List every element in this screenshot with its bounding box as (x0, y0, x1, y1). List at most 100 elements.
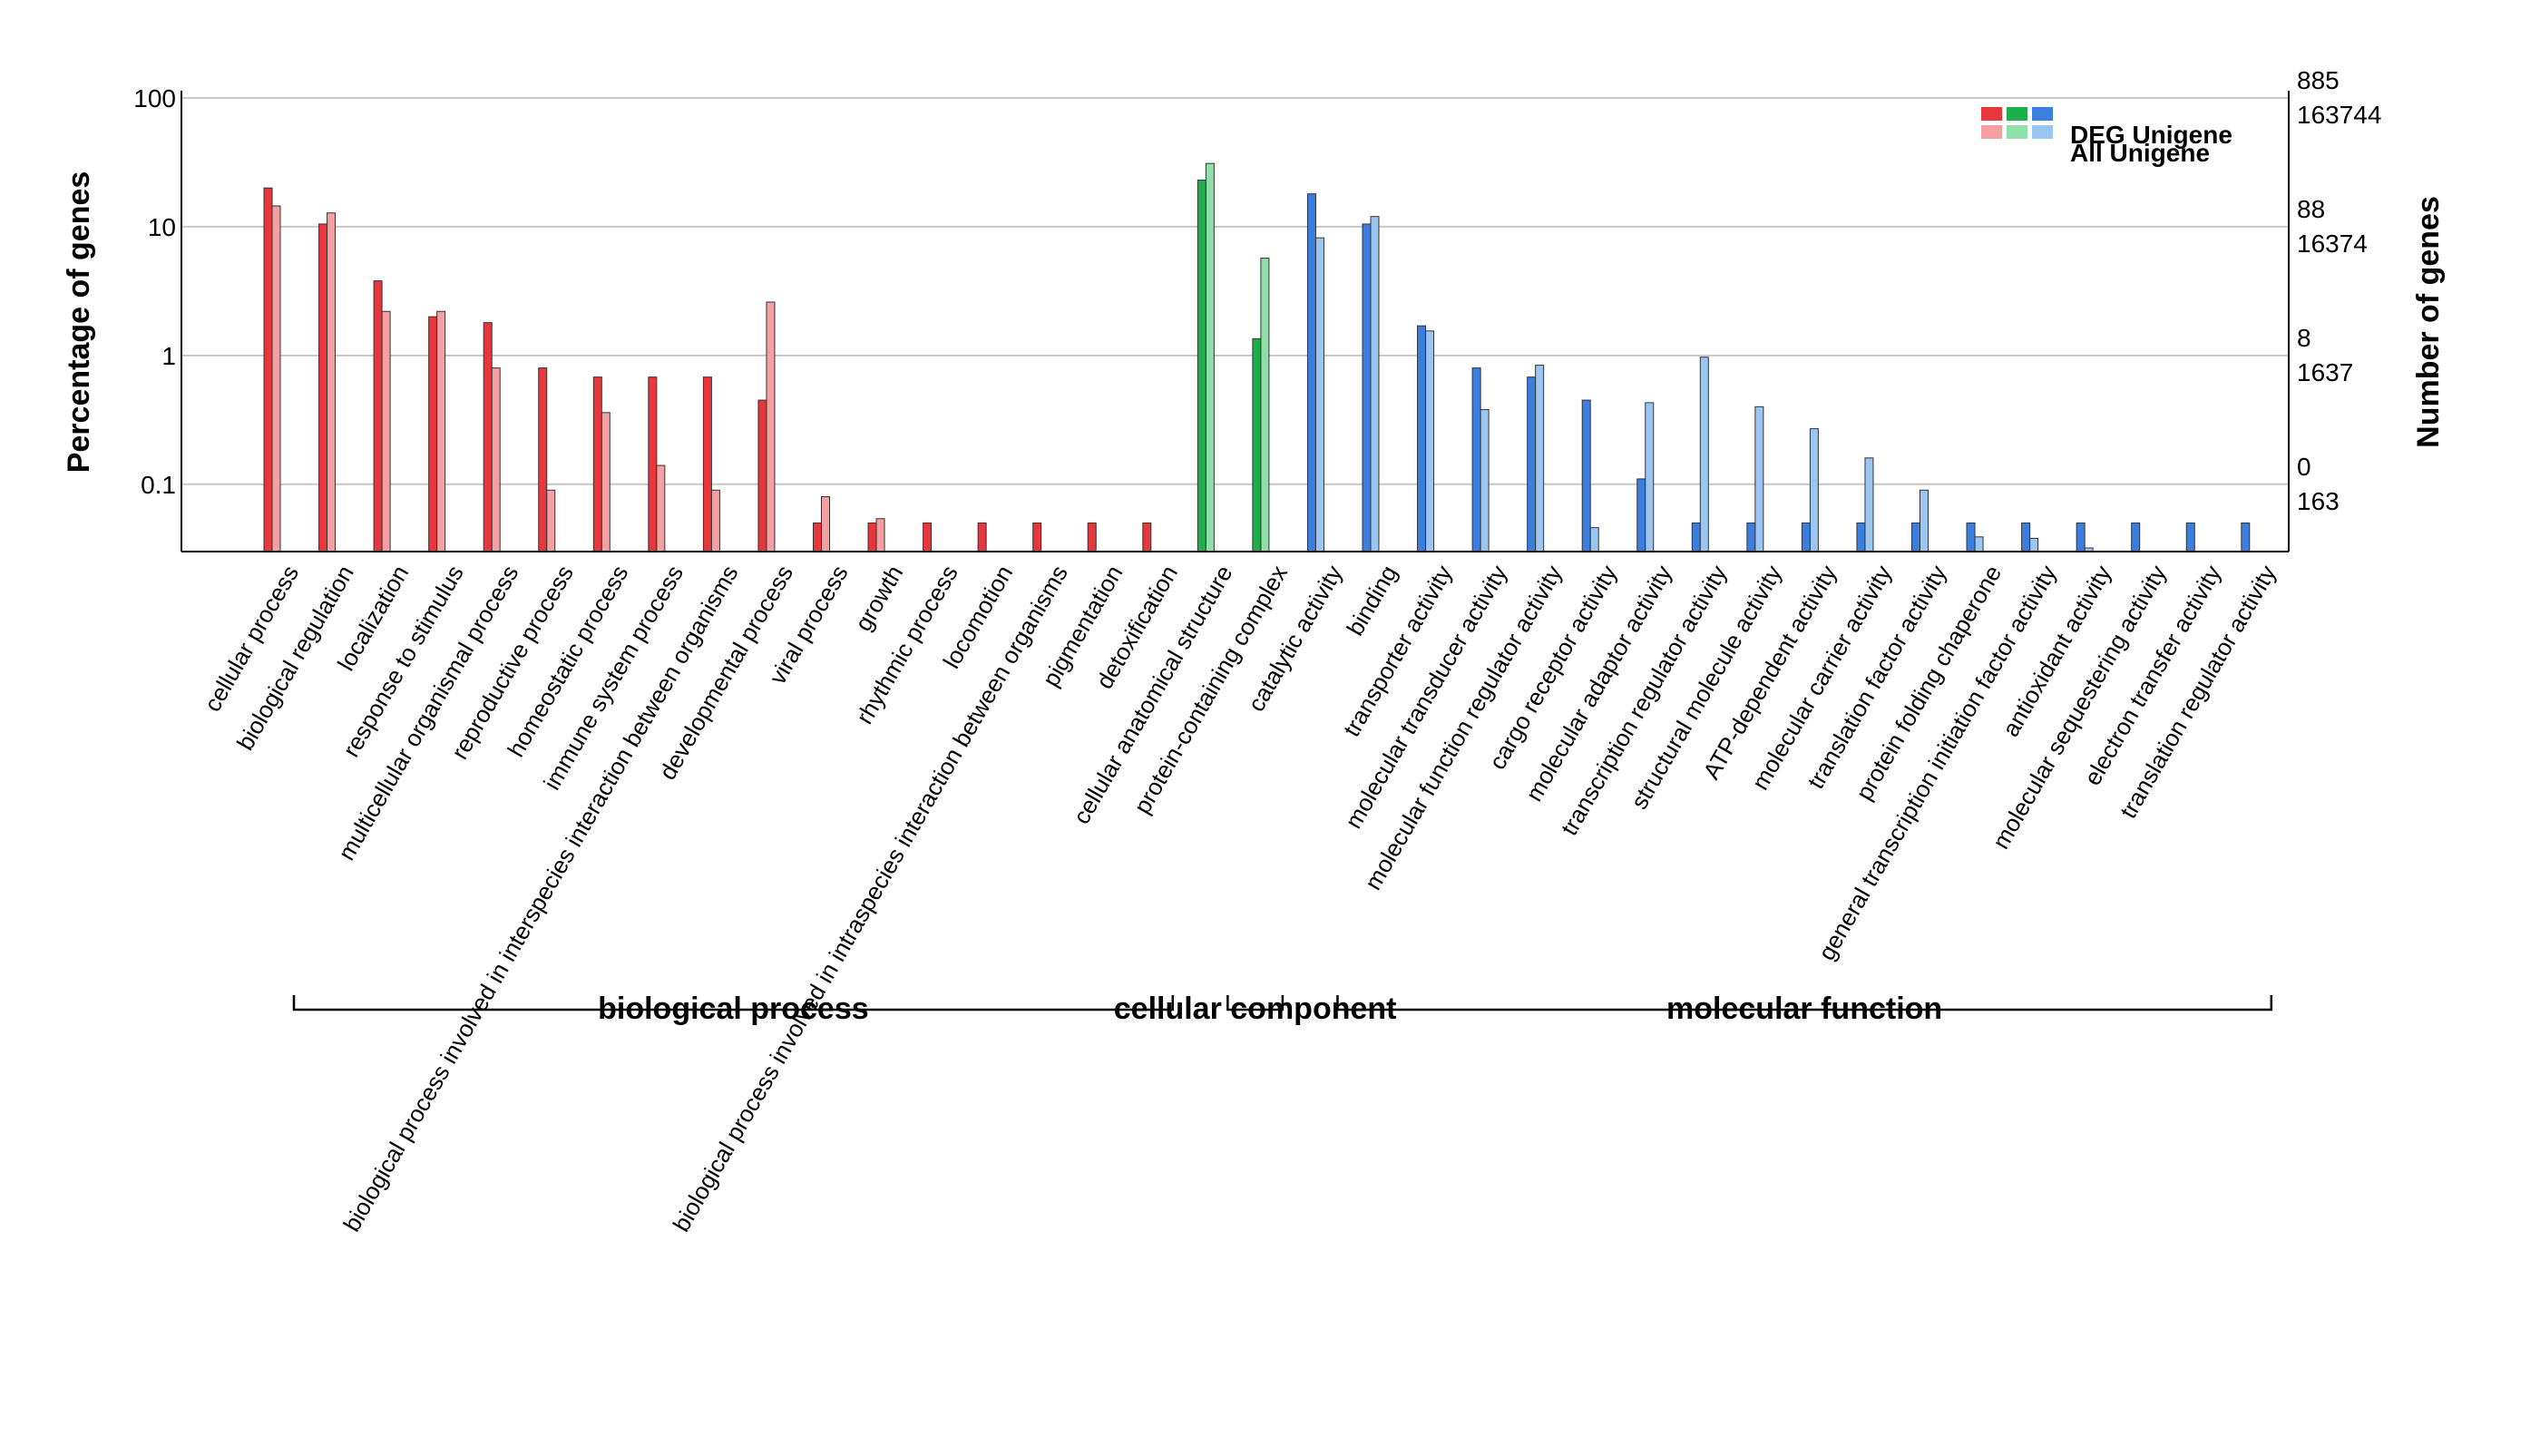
bar-all (1314, 237, 1324, 552)
bar-deg (1306, 193, 1316, 552)
bar-deg (318, 223, 328, 552)
bar-deg (1142, 523, 1152, 552)
bar-all (1260, 258, 1270, 552)
bar-all (1370, 216, 1380, 552)
bar-deg (2241, 523, 2251, 552)
y-axis-title-right: Number of genes (2411, 196, 2446, 448)
bar-all (491, 367, 501, 552)
y-tick-label-right-all: 163 (2297, 487, 2340, 515)
y-tick-label-right-all: 16374 (2297, 230, 2368, 258)
legend-swatch-all (2032, 125, 2053, 139)
bar-deg (1636, 478, 1646, 552)
y-tick-label-right-deg: 0 (2297, 453, 2311, 481)
bar-deg (757, 399, 767, 552)
bar-all (1205, 162, 1215, 552)
bar-deg (1966, 523, 1976, 552)
group-label: biological process (598, 992, 869, 1026)
legend-swatch-deg (2007, 107, 2027, 121)
bar-deg (1911, 523, 1920, 552)
bar-all (656, 464, 666, 552)
bar-all (1645, 402, 1655, 552)
bar-all (1535, 365, 1545, 552)
bar-deg (428, 316, 438, 552)
bar-deg (1581, 399, 1591, 552)
bar-all (710, 489, 720, 552)
y-tick-label-right-all: 1637 (2297, 358, 2353, 386)
bar-all (1809, 428, 1819, 552)
legend-swatch-deg (1981, 107, 2002, 121)
legend-swatch-all (2007, 125, 2027, 139)
y-tick-label-right-deg: 885 (2297, 66, 2340, 94)
bar-all (1425, 330, 1435, 552)
bar-all (2029, 537, 2039, 552)
bar-deg (1197, 180, 1206, 552)
gridlines (181, 97, 2289, 485)
bar-all (546, 489, 556, 552)
bar-deg (1417, 325, 1427, 552)
bar-deg (813, 523, 822, 552)
bar-deg (1691, 523, 1701, 552)
bar-deg (977, 523, 987, 552)
bar-all (766, 301, 776, 552)
y-tick-label-right-deg: 88 (2297, 195, 2325, 223)
bar-deg (1746, 523, 1756, 552)
bar-deg (1362, 223, 1372, 552)
bar-all (436, 310, 446, 552)
bar-deg (1087, 523, 1097, 552)
bar-all (1754, 406, 1764, 552)
bar-deg (1471, 367, 1481, 552)
y-tick-label-right-all: 163744 (2297, 101, 2381, 129)
bar-all (381, 310, 391, 552)
legend-swatch-deg (2032, 107, 2053, 121)
y-tick-label-left: 100 (133, 84, 176, 112)
bar-deg (483, 322, 493, 552)
bar-deg (702, 376, 712, 552)
bar-deg (2131, 523, 2141, 552)
bar-deg (373, 280, 383, 552)
legend-swatch-all (1981, 125, 2002, 139)
group-bracket (1336, 995, 2273, 1011)
bar-deg (592, 376, 602, 552)
legend-label-deg: DEG Unigene (2070, 121, 2232, 149)
y-axis-title-left: Percentage of genes (62, 171, 96, 474)
group-brackets: biological process cellular component mole… (292, 992, 2273, 1026)
bar-deg (263, 187, 273, 552)
y-tick-label-left: 10 (148, 213, 176, 241)
bar-deg (1252, 337, 1262, 552)
bar-deg (1801, 523, 1811, 552)
bar-deg (538, 367, 548, 552)
bar-deg (2021, 523, 2031, 552)
bar-all (1974, 536, 1984, 552)
group-bracket (292, 995, 1175, 1011)
bar-deg (1032, 523, 1042, 552)
bar-all (601, 412, 611, 552)
bars (263, 162, 2251, 552)
bar-deg (1527, 376, 1537, 552)
bar-deg (1856, 523, 1866, 552)
y-tick-label-right-deg: 8 (2297, 324, 2311, 352)
category-label: growth (849, 561, 908, 636)
group-label: molecular function (1666, 992, 1942, 1026)
axes: 100 885 163744 10 88 16374 1 8 1637 0.1 0 163 (133, 66, 2381, 552)
bar-all (1864, 457, 1874, 552)
bar-deg (867, 523, 877, 552)
bar-all (821, 496, 830, 552)
bar-deg (923, 523, 933, 552)
bar-all (875, 518, 885, 552)
legend-label-all: All Unigene (2070, 139, 2210, 167)
category-label: binding (1341, 561, 1402, 640)
bar-deg (2076, 523, 2086, 552)
bar-deg (648, 376, 658, 552)
bar-all (271, 205, 281, 552)
y-tick-label-left: 1 (161, 342, 176, 370)
bar-deg (2185, 523, 2195, 552)
bar-all (1480, 408, 1490, 552)
bar-all (1699, 357, 1709, 552)
bar-all (1920, 489, 1929, 552)
bar-all (327, 212, 337, 552)
group-bracket (1226, 995, 1285, 1011)
